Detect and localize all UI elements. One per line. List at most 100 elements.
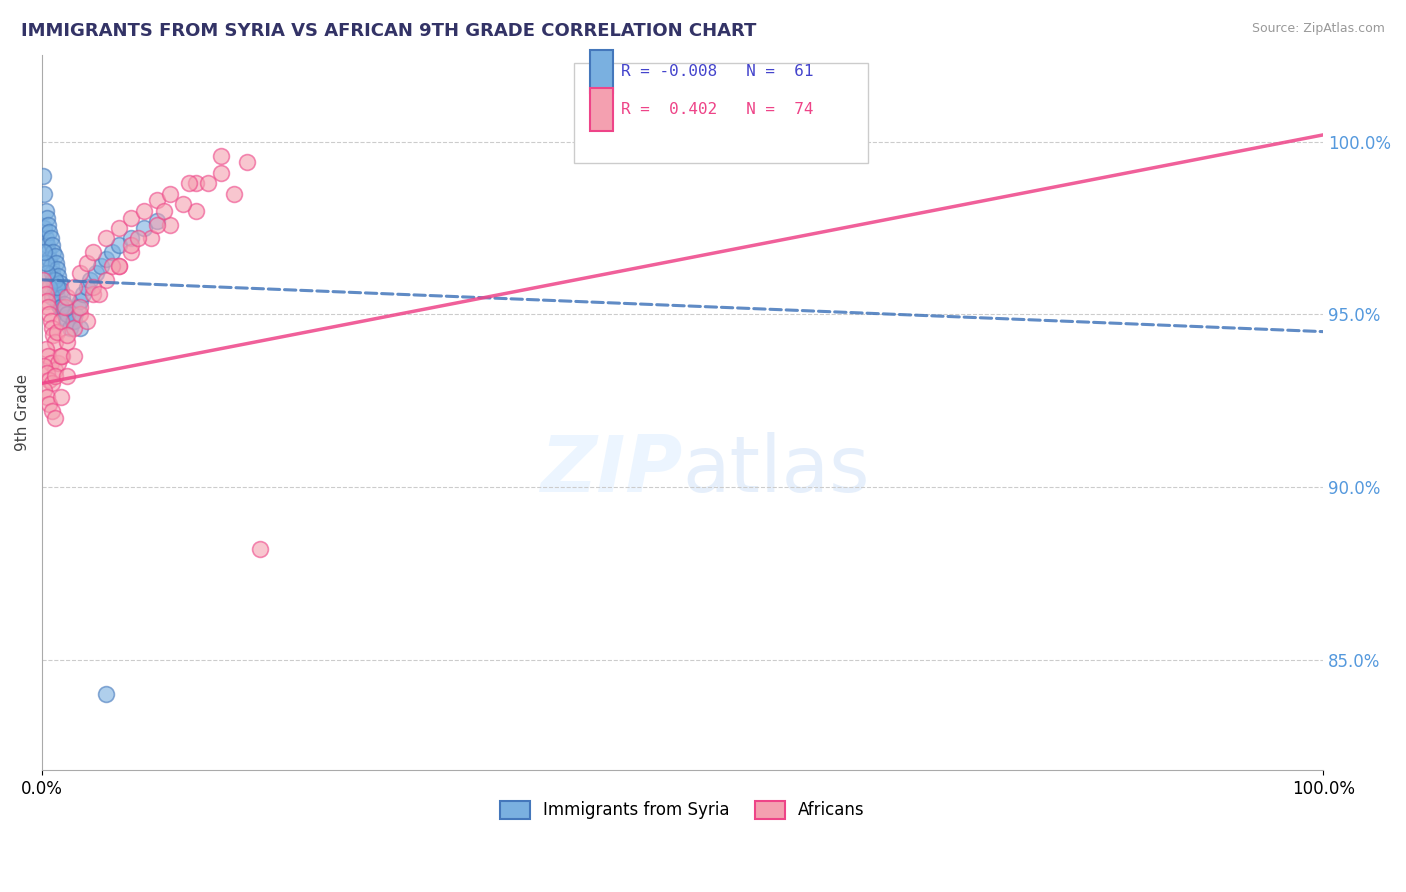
Text: atlas: atlas xyxy=(682,432,870,508)
Point xyxy=(38,307,60,321)
Point xyxy=(121,238,143,252)
Point xyxy=(45,286,67,301)
Point xyxy=(69,266,91,280)
Point xyxy=(38,397,60,411)
Point xyxy=(197,176,219,190)
Point xyxy=(42,328,65,343)
Point xyxy=(37,301,59,315)
Point xyxy=(209,148,232,162)
Point xyxy=(90,259,112,273)
Legend: Immigrants from Syria, Africans: Immigrants from Syria, Africans xyxy=(494,794,872,826)
Point xyxy=(72,286,94,301)
Point xyxy=(76,314,98,328)
Point xyxy=(38,225,60,239)
Point xyxy=(179,176,201,190)
Point xyxy=(44,362,66,376)
Point xyxy=(107,259,129,273)
Point xyxy=(38,252,60,267)
Point xyxy=(69,307,91,321)
Point xyxy=(107,238,129,252)
FancyBboxPatch shape xyxy=(591,87,613,130)
Point xyxy=(184,176,207,190)
Point xyxy=(49,349,72,363)
Point xyxy=(48,297,70,311)
Point xyxy=(51,349,73,363)
Point xyxy=(159,186,181,201)
Point xyxy=(35,390,58,404)
Point xyxy=(44,411,66,425)
Point xyxy=(69,321,91,335)
Point xyxy=(101,259,124,273)
Point xyxy=(134,221,156,235)
Point xyxy=(134,203,156,218)
Point xyxy=(94,231,117,245)
Point xyxy=(34,186,56,201)
Point xyxy=(39,314,62,328)
Point xyxy=(53,301,76,315)
Point xyxy=(139,231,162,245)
Point xyxy=(63,307,86,321)
Point xyxy=(56,328,79,343)
Point xyxy=(34,359,56,373)
Point xyxy=(34,221,56,235)
Point xyxy=(37,245,59,260)
Point xyxy=(34,384,56,398)
Point xyxy=(121,245,143,260)
Point xyxy=(34,231,56,245)
Point xyxy=(79,273,101,287)
Point xyxy=(37,218,59,232)
Point xyxy=(41,290,63,304)
FancyBboxPatch shape xyxy=(574,62,869,162)
Point xyxy=(39,356,62,370)
Point xyxy=(107,259,129,273)
Point xyxy=(35,293,58,308)
Point xyxy=(45,255,67,269)
Point xyxy=(127,231,149,245)
Point xyxy=(146,218,169,232)
Text: Source: ZipAtlas.com: Source: ZipAtlas.com xyxy=(1251,22,1385,36)
Point xyxy=(37,349,59,363)
Point xyxy=(42,245,65,260)
Text: R =  0.402   N =  74: R = 0.402 N = 74 xyxy=(621,102,814,117)
Point xyxy=(56,307,79,321)
Point xyxy=(44,334,66,349)
Point xyxy=(121,231,143,245)
Point xyxy=(41,376,63,391)
Point xyxy=(63,349,86,363)
Point xyxy=(94,687,117,701)
Point xyxy=(49,314,72,328)
Point xyxy=(41,321,63,335)
Point xyxy=(34,279,56,293)
Point xyxy=(146,214,169,228)
Point xyxy=(209,166,232,180)
Point xyxy=(46,262,69,277)
Point xyxy=(39,259,62,273)
Point xyxy=(46,325,69,339)
Point xyxy=(184,203,207,218)
FancyBboxPatch shape xyxy=(591,51,613,94)
Point xyxy=(82,279,104,293)
Point xyxy=(35,366,58,380)
Point xyxy=(34,203,56,218)
Point xyxy=(49,390,72,404)
Point xyxy=(35,238,58,252)
Point xyxy=(34,245,56,260)
Point xyxy=(56,369,79,384)
Point xyxy=(82,245,104,260)
Point xyxy=(53,304,76,318)
Text: IMMIGRANTS FROM SYRIA VS AFRICAN 9TH GRADE CORRELATION CHART: IMMIGRANTS FROM SYRIA VS AFRICAN 9TH GRA… xyxy=(21,22,756,40)
Point xyxy=(35,266,58,280)
Point xyxy=(38,373,60,387)
Point xyxy=(44,249,66,263)
Point xyxy=(56,290,79,304)
Point xyxy=(101,245,124,260)
Point xyxy=(249,542,271,557)
Text: ZIP: ZIP xyxy=(540,432,682,508)
Point xyxy=(63,279,86,293)
Point xyxy=(55,310,77,325)
Point xyxy=(34,342,56,356)
Point xyxy=(56,334,79,349)
Point xyxy=(89,286,111,301)
Point xyxy=(82,286,104,301)
Point xyxy=(41,404,63,418)
